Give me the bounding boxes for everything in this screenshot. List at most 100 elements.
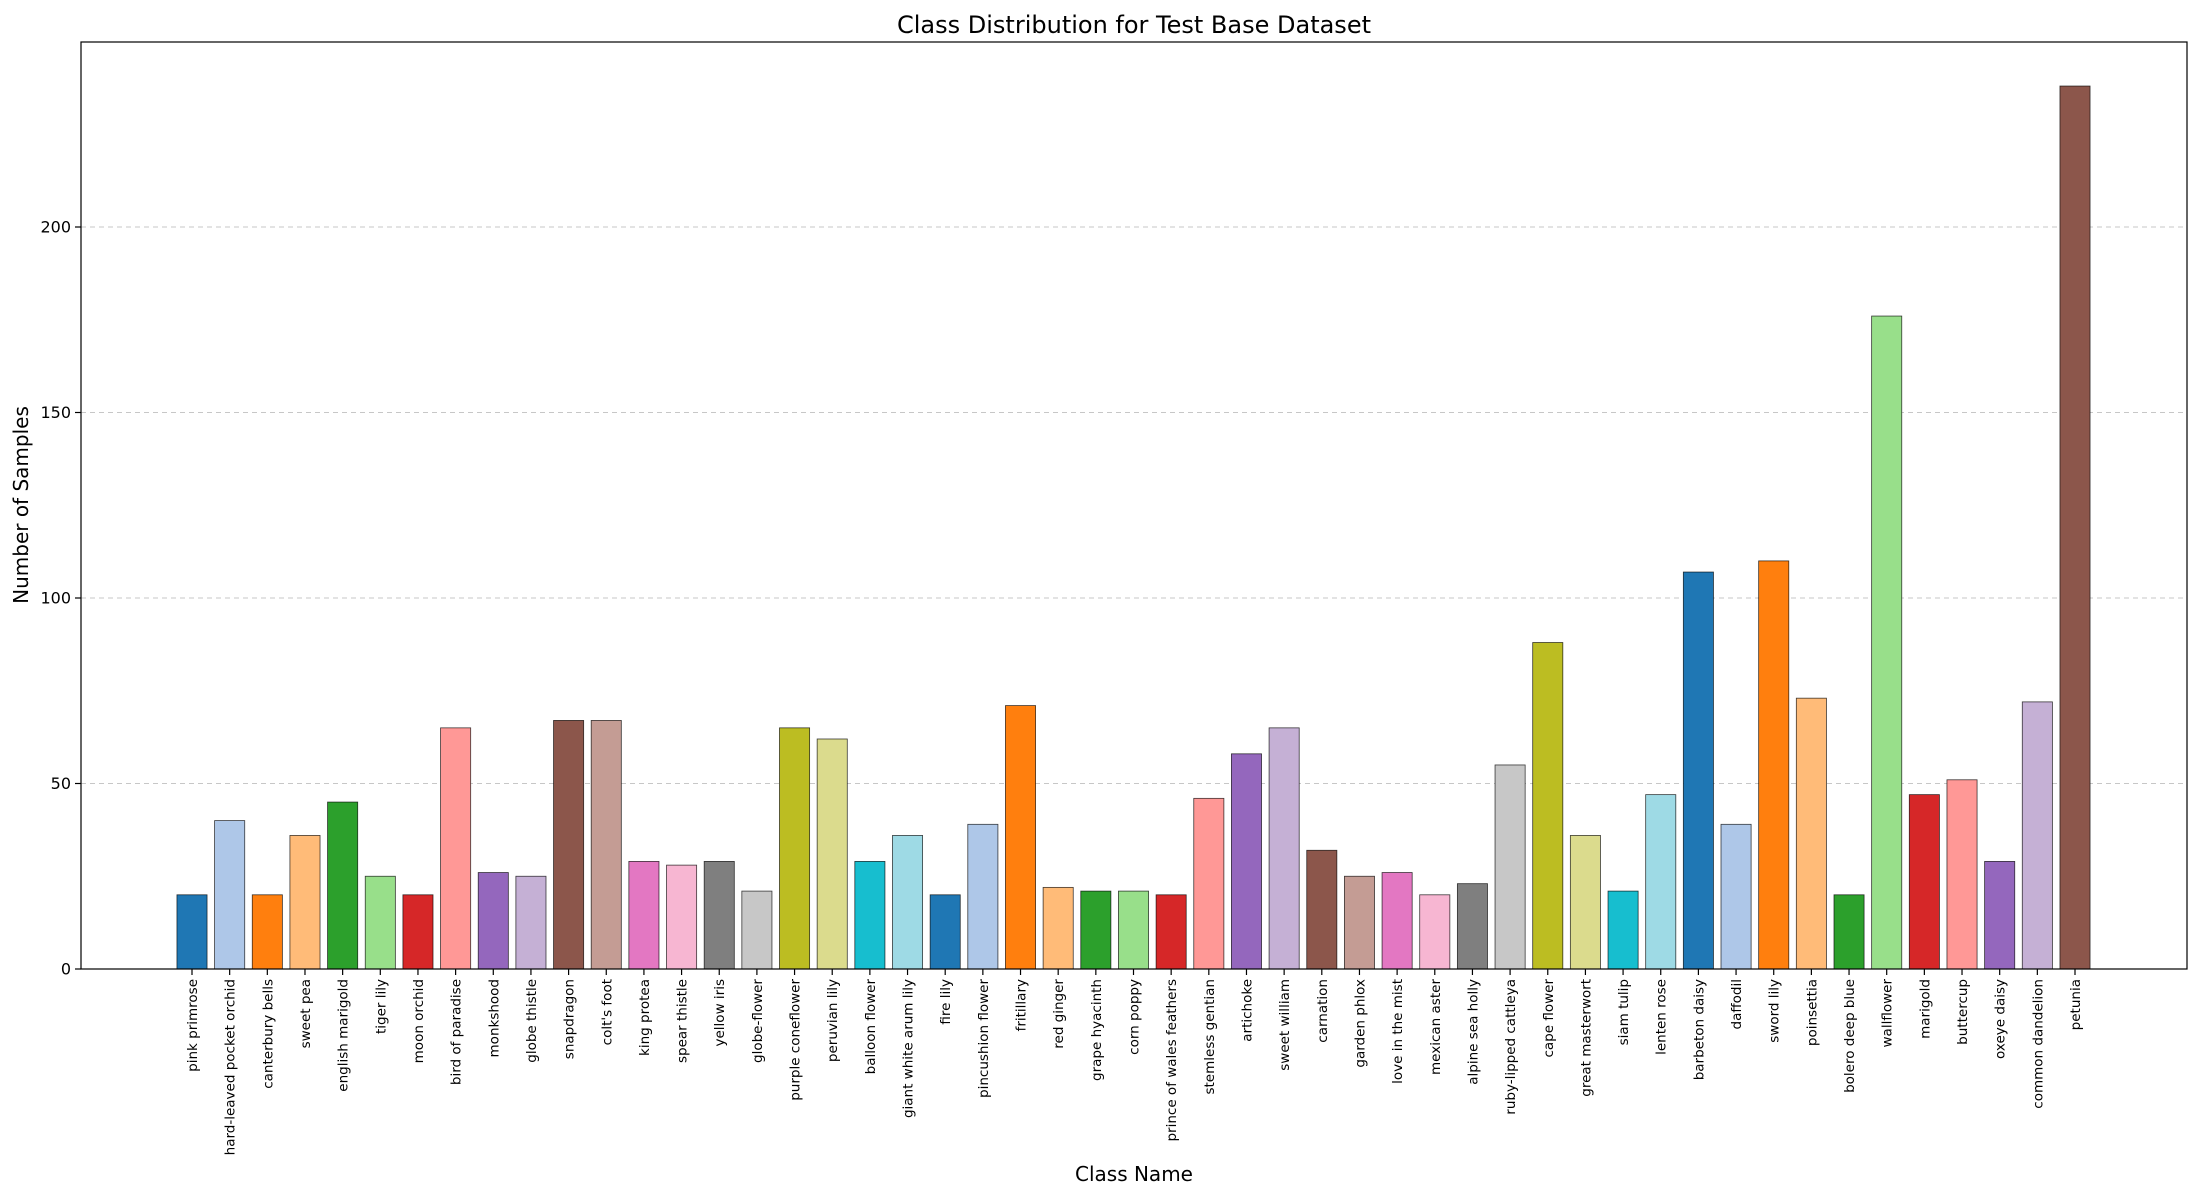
x-tick-label: petunia xyxy=(2068,979,2084,1030)
bar xyxy=(289,835,321,970)
x-tick-label: common dandelion xyxy=(2030,979,2046,1109)
x-tick-label: siam tulip xyxy=(1616,979,1632,1045)
bar xyxy=(892,835,924,970)
x-tick-label: corn poppy xyxy=(1127,979,1143,1055)
bar xyxy=(1419,894,1451,970)
x-tick-label: cape flower xyxy=(1541,979,1557,1058)
x-axis-ticks: pink primrose hard-leaved pocket orchid ca… xyxy=(185,969,2084,1155)
x-tick-label: grape hyacinth xyxy=(1089,979,1105,1081)
bar xyxy=(1042,886,1074,970)
y-tick-label: 100 xyxy=(40,589,71,608)
x-tick-label: sword lily xyxy=(1767,979,1783,1043)
x-tick-label: bolero deep blue xyxy=(1842,979,1858,1093)
x-tick-label: peruvian lily xyxy=(825,979,841,1062)
bar xyxy=(327,801,359,970)
x-tick-label: love in the mist xyxy=(1390,979,1406,1084)
bar xyxy=(1984,861,2016,970)
bar xyxy=(816,738,848,970)
chart-title: Class Distribution for Test Base Dataset xyxy=(897,11,1371,39)
bar xyxy=(251,894,283,970)
y-tick-label: 200 xyxy=(40,218,71,237)
x-tick-label: globe-flower xyxy=(750,979,766,1063)
bar xyxy=(1193,797,1225,970)
x-tick-label: hard-leaved pocket orchid xyxy=(223,979,239,1155)
x-tick-label: canterbury bells xyxy=(260,979,276,1089)
x-tick-label: spear thistle xyxy=(675,979,691,1063)
bar xyxy=(1306,849,1338,970)
bar xyxy=(214,820,246,970)
grid-lines xyxy=(81,226,2187,784)
x-tick-label: monkshood xyxy=(486,979,502,1057)
x-tick-label: prince of wales feathers xyxy=(1164,979,1180,1142)
x-tick-label: ruby-lipped cattleya xyxy=(1503,979,1519,1115)
bar xyxy=(703,861,735,970)
x-tick-label: purple coneflower xyxy=(788,979,804,1101)
bar xyxy=(1795,697,1827,970)
bar xyxy=(741,890,773,970)
x-tick-label: sweet pea xyxy=(298,979,314,1048)
x-tick-label: carnation xyxy=(1315,979,1331,1043)
x-tick-label: king protea xyxy=(637,979,653,1056)
bar xyxy=(1908,794,1940,970)
bar xyxy=(967,823,999,970)
x-tick-label: mexican aster xyxy=(1428,979,1444,1075)
y-tick-label: 50 xyxy=(51,774,71,793)
bar xyxy=(1456,883,1488,970)
y-axis-ticks: 0 50 100 150 200 xyxy=(40,218,81,979)
bar xyxy=(1833,894,1865,970)
x-tick-label: colt's foot xyxy=(599,979,615,1045)
bar xyxy=(628,861,660,970)
x-tick-label: globe thistle xyxy=(524,979,540,1063)
bar xyxy=(477,872,509,970)
bar xyxy=(1268,727,1300,970)
x-tick-label: alpine sea holly xyxy=(1465,979,1481,1085)
bar xyxy=(1871,315,1903,970)
bar xyxy=(2021,701,2053,970)
x-tick-label: marigold xyxy=(1917,979,1933,1039)
x-tick-label: poinsettia xyxy=(1804,979,1820,1046)
x-tick-label: yellow iris xyxy=(712,979,728,1046)
bar xyxy=(1005,705,1036,970)
x-tick-label: tiger lily xyxy=(373,979,389,1034)
x-tick-label: balloon flower xyxy=(863,979,879,1075)
bar xyxy=(1720,823,1752,970)
y-tick-label: 150 xyxy=(40,403,71,422)
x-tick-label: artichoke xyxy=(1239,979,1255,1042)
x-tick-label: fritillary xyxy=(1014,979,1030,1031)
bar xyxy=(779,727,811,970)
bar xyxy=(553,720,585,970)
bars xyxy=(176,85,2091,970)
bar xyxy=(1494,764,1526,970)
x-tick-label: red ginger xyxy=(1051,979,1067,1049)
bar xyxy=(1343,875,1375,970)
bar xyxy=(666,864,698,970)
bar xyxy=(402,894,434,970)
bar xyxy=(2059,85,2091,970)
bar xyxy=(1080,890,1112,970)
x-tick-label: english marigold xyxy=(336,979,352,1092)
x-tick-label: barbeton daisy xyxy=(1691,979,1707,1080)
bar xyxy=(1381,872,1413,970)
x-tick-label: lenten rose xyxy=(1654,979,1670,1055)
bar xyxy=(1682,571,1714,970)
x-tick-label: oxeye daisy xyxy=(1993,979,2009,1059)
bar xyxy=(1758,560,1790,970)
x-tick-label: pincushion flower xyxy=(976,979,992,1098)
x-tick-label: garden phlox xyxy=(1352,979,1368,1068)
x-tick-label: wallflower xyxy=(1880,979,1896,1048)
bar xyxy=(854,861,886,970)
x-tick-label: daffodil xyxy=(1729,979,1745,1029)
x-tick-label: moon orchid xyxy=(411,979,427,1063)
x-tick-label: bird of paradise xyxy=(449,979,465,1085)
bar xyxy=(1155,894,1187,970)
x-tick-label: stemless gentian xyxy=(1202,979,1218,1095)
bar xyxy=(1946,779,1978,970)
bar xyxy=(1569,835,1601,970)
plot-frame xyxy=(80,41,2188,970)
bar xyxy=(929,894,961,970)
x-tick-label: fire lily xyxy=(938,979,954,1025)
bar xyxy=(1532,642,1564,970)
bar xyxy=(1607,890,1639,970)
bar xyxy=(1118,890,1149,970)
